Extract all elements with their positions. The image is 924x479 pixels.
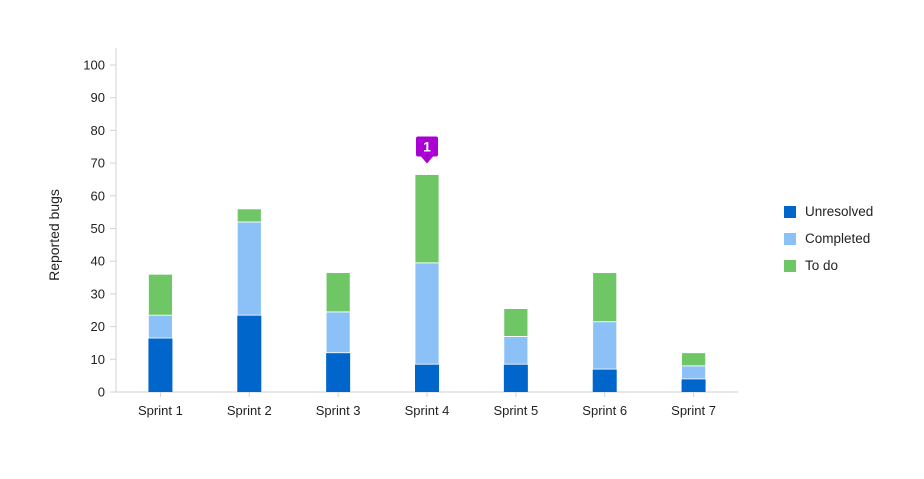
bar-stack: [148, 273, 173, 392]
x-tick-label: Sprint 2: [227, 403, 272, 418]
y-tick-label: 50: [91, 221, 105, 236]
annotation-label: 1: [423, 139, 431, 155]
legend-swatch-to-do: [784, 259, 796, 272]
y-tick-label: 0: [98, 385, 105, 400]
y-axis-title: Reported bugs: [46, 189, 62, 281]
x-tick-label: Sprint 7: [671, 403, 716, 418]
bar-stack: [681, 352, 706, 392]
bar-to-do[interactable]: [681, 352, 706, 367]
bar-completed[interactable]: [236, 221, 262, 316]
y-tick-label: 40: [91, 254, 105, 269]
bar-unresolved[interactable]: [326, 352, 351, 392]
bar-unresolved[interactable]: [681, 378, 706, 392]
bar-completed[interactable]: [148, 314, 173, 339]
legend-swatch-unresolved: [784, 205, 796, 218]
bar-to-do[interactable]: [148, 273, 173, 316]
bar-stack: [236, 208, 262, 392]
y-tick-label: 10: [91, 352, 105, 367]
y-tick-label: 100: [83, 58, 105, 73]
x-tick-label: Sprint 6: [582, 403, 627, 418]
bar-unresolved[interactable]: [415, 364, 439, 392]
bar-unresolved[interactable]: [148, 338, 173, 392]
legend-item-completed[interactable]: Completed: [784, 225, 873, 252]
bar-to-do[interactable]: [414, 174, 440, 264]
y-tick-label: 60: [91, 188, 105, 203]
bar-unresolved[interactable]: [237, 315, 262, 392]
y-axis: 0 10 20 30 40 50 60 70 80 90 100: [83, 48, 117, 400]
bar-stack: [325, 272, 351, 392]
bar-to-do[interactable]: [592, 272, 618, 323]
bar-stack: [503, 308, 529, 392]
bar-unresolved[interactable]: [503, 364, 528, 392]
bar-to-do[interactable]: [236, 208, 262, 223]
x-tick-label: Sprint 1: [138, 403, 183, 418]
x-tick-label: Sprint 3: [316, 403, 361, 418]
bar-completed[interactable]: [592, 321, 618, 370]
y-tick-label: 70: [91, 156, 105, 171]
bar-unresolved[interactable]: [592, 369, 617, 392]
x-axis: Sprint 1 Sprint 2 Sprint 3 Sprint 4 Sprint 5…: [116, 391, 738, 418]
bar-completed[interactable]: [681, 365, 706, 380]
bar-stack: [592, 272, 618, 392]
y-tick-label: 90: [91, 90, 105, 105]
legend: Unresolved Completed To do: [784, 198, 873, 279]
legend-item-unresolved[interactable]: Unresolved: [784, 198, 873, 225]
annotation-marker[interactable]: 1: [416, 136, 438, 164]
legend-item-to-do[interactable]: To do: [784, 252, 873, 279]
legend-label-unresolved: Unresolved: [805, 204, 874, 219]
annotation-box: [416, 136, 438, 157]
bars: [148, 174, 706, 392]
y-tick-label: 20: [91, 319, 105, 334]
bar-completed[interactable]: [503, 336, 529, 365]
x-tick-label: Sprint 4: [405, 403, 450, 418]
annotation-pointer: [421, 156, 433, 164]
legend-label-completed: Completed: [805, 231, 871, 246]
x-tick-label: Sprint 5: [493, 403, 538, 418]
legend-label-to-do: To do: [805, 258, 839, 273]
bar-to-do[interactable]: [325, 272, 351, 313]
annotations: 1: [416, 136, 438, 164]
y-tick-label: 80: [91, 123, 105, 138]
legend-swatch-completed: [784, 232, 796, 245]
bar-completed[interactable]: [414, 262, 440, 365]
bar-stack: [414, 174, 440, 392]
bar-completed[interactable]: [325, 311, 351, 354]
bar-to-do[interactable]: [503, 308, 529, 337]
y-tick-label: 30: [91, 286, 105, 301]
